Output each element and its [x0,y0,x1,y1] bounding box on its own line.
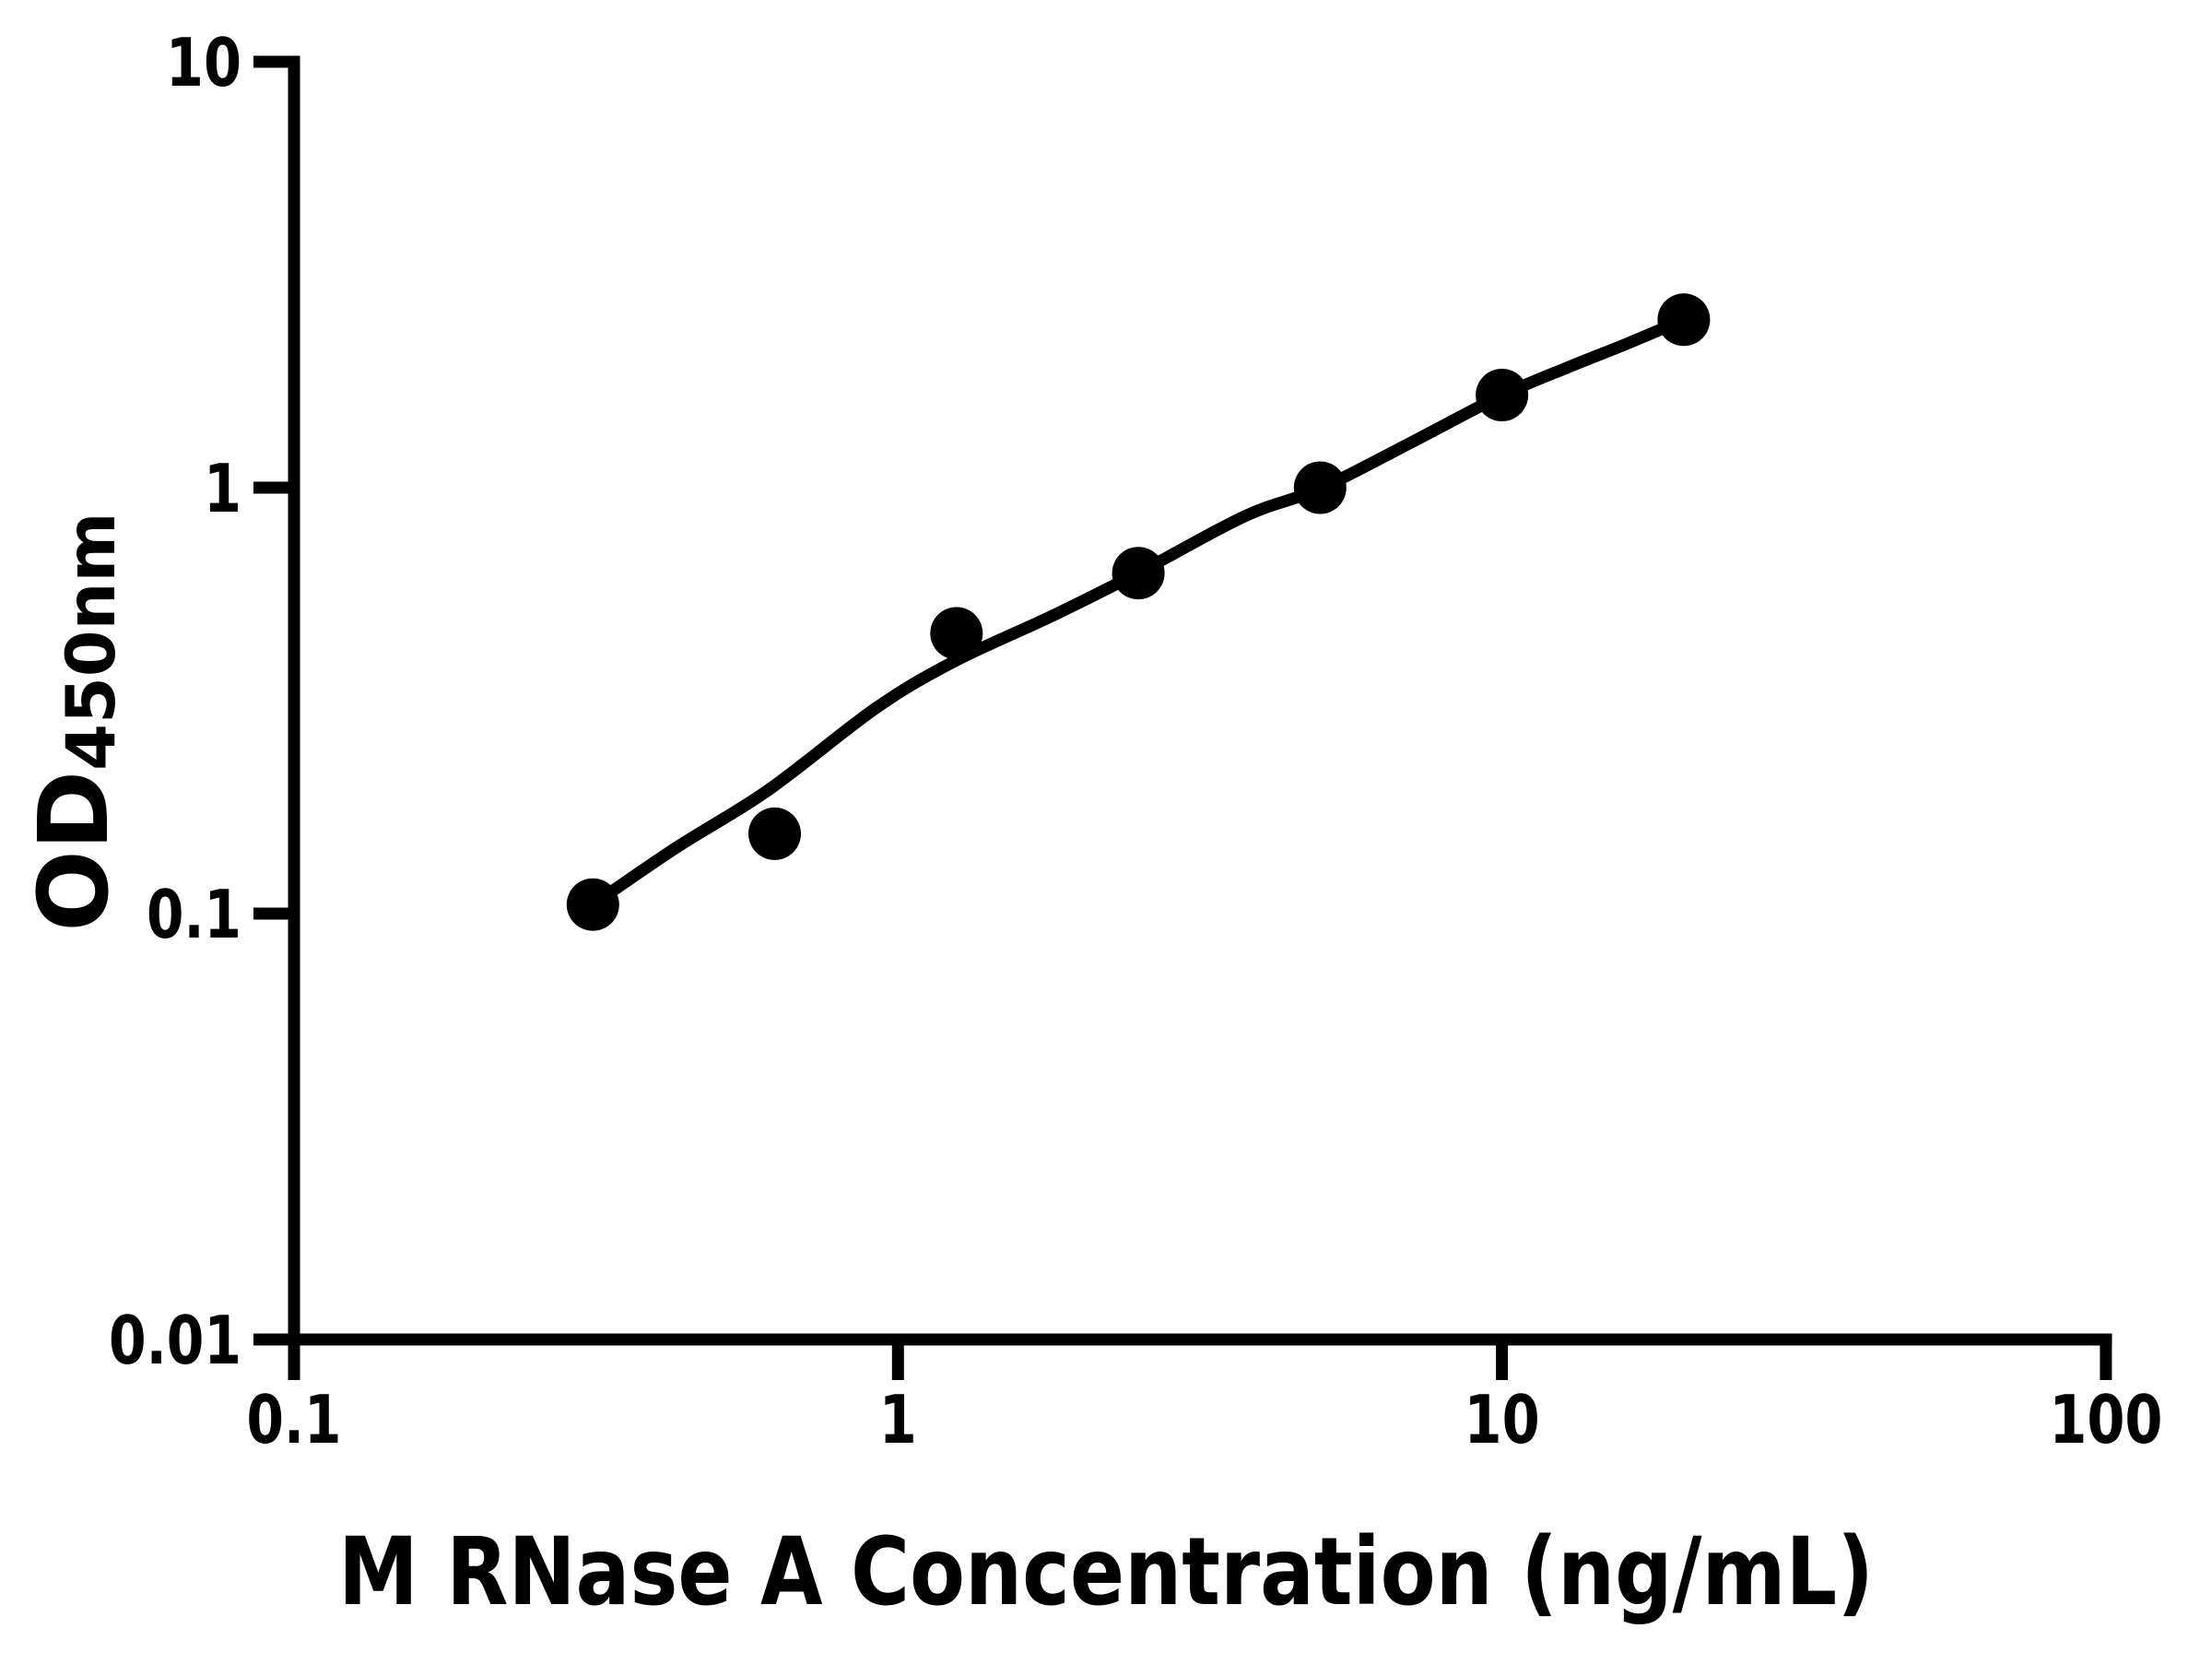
data-point [1112,547,1165,600]
y-tick-label: 1 [204,450,241,527]
data-point [1476,369,1529,421]
data-point [1657,293,1711,347]
data-point [1293,461,1347,514]
data-point [748,807,801,860]
x-ticks-group: 0.1 1 10 100 [247,1339,2162,1458]
y-tick-label: 0.01 [109,1302,241,1379]
x-tick-label: 100 [2049,1381,2162,1458]
data-points-group [566,293,1711,931]
data-point [930,607,983,660]
x-axis-title: M RNase A Concentration (ng/mL) [338,1517,1874,1627]
y-axis-title-subscript: 450nm [53,512,131,770]
y-tick-label: 0.1 [147,876,241,953]
y-tick-label: 10 [166,24,241,101]
data-point [566,878,619,931]
y-axis-title: OD450nm [18,512,131,931]
x-tick-label: 1 [879,1381,917,1458]
y-axis-title-main: OD [18,771,130,932]
x-tick-label: 10 [1465,1381,1540,1458]
y-ticks-group: 0.01 0.1 1 10 [109,24,294,1379]
x-tick-label: 0.1 [247,1381,342,1458]
